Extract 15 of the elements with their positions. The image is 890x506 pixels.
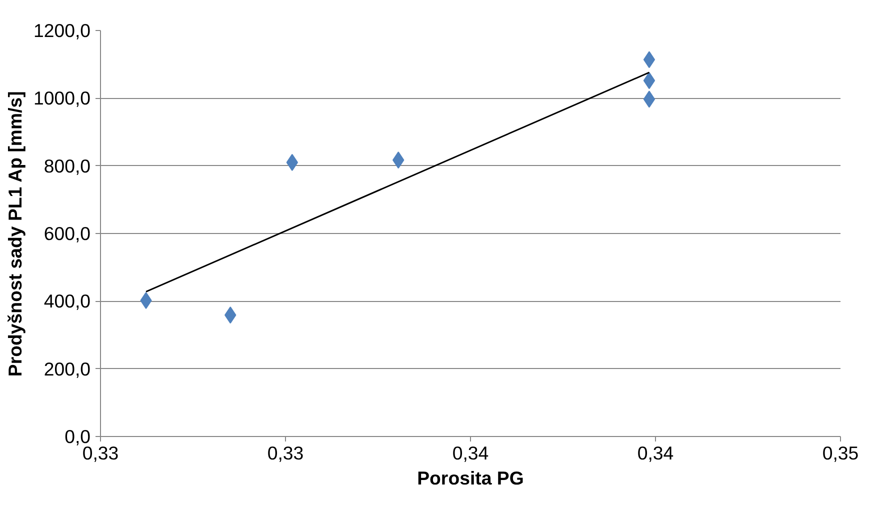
y-tick-label: 600,0 — [44, 223, 90, 244]
y-axis-title: Prodyšnost sady PL1 Ap [mm/s] — [4, 91, 26, 377]
y-tick-label: 1000,0 — [33, 88, 90, 109]
x-tick-label: 0,35 — [822, 442, 859, 464]
y-tick-label: 200,0 — [44, 358, 90, 380]
point — [643, 51, 656, 68]
point — [643, 72, 656, 90]
y-tick-label: 800,0 — [44, 155, 90, 176]
point — [643, 90, 656, 108]
y-tick-label: 1200,0 — [33, 20, 90, 41]
x-axis-title: Porosita PG — [417, 468, 524, 488]
x-tick-label: 0,34 — [637, 442, 674, 464]
x-tick-label: 0,33 — [267, 442, 304, 464]
y-tick-label: 400,0 — [44, 290, 90, 312]
x-tick-label: 0,34 — [452, 442, 489, 464]
